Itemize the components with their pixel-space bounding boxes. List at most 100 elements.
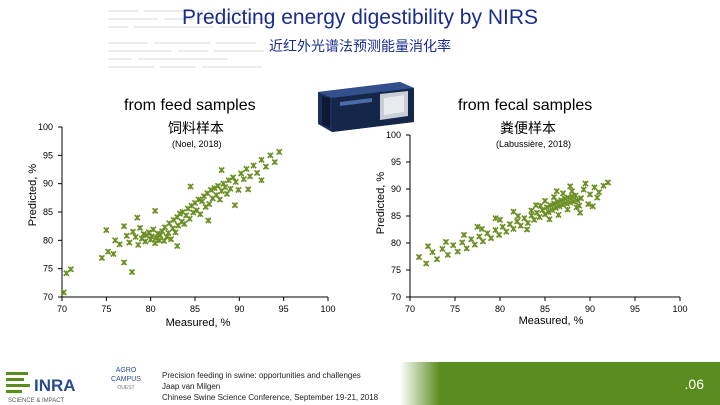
- footer-line-3: Chinese Swine Science Conference, Septem…: [162, 393, 379, 402]
- data-point: [536, 213, 543, 221]
- y-tick-label: 80: [391, 238, 401, 248]
- y-tick-label: 95: [43, 150, 53, 160]
- data-point: [552, 204, 559, 212]
- data-point: [221, 183, 229, 191]
- data-point: [174, 242, 181, 250]
- data-point: [454, 248, 461, 255]
- page-number: .06: [684, 376, 704, 392]
- data-point: [556, 203, 563, 210]
- data-point: [450, 241, 457, 249]
- x-tick-label: 100: [672, 304, 687, 314]
- footer-accent-bar: [420, 362, 720, 405]
- left-chart-source: (Noel, 2018): [172, 139, 222, 149]
- data-point: [232, 178, 239, 186]
- data-point: [524, 219, 532, 227]
- data-point: [151, 240, 159, 247]
- y-tick-label: 95: [391, 157, 401, 167]
- data-point: [533, 209, 541, 216]
- data-point: [262, 163, 270, 170]
- data-point: [460, 231, 468, 239]
- data-point: [521, 214, 528, 222]
- data-point: [589, 203, 596, 210]
- data-point: [135, 241, 142, 249]
- data-point: [547, 202, 554, 209]
- data-point: [528, 207, 535, 214]
- data-point: [463, 245, 470, 252]
- y-tick-label: 85: [391, 211, 401, 221]
- inra-logo-tagline: SCIENCE & IMPACT: [8, 398, 65, 404]
- data-point: [104, 248, 112, 255]
- data-point: [240, 175, 247, 183]
- data-point: [595, 189, 603, 196]
- data-point: [496, 216, 504, 223]
- data-point: [528, 212, 535, 219]
- data-point: [474, 223, 481, 230]
- data-point: [172, 229, 179, 236]
- data-point: [495, 231, 503, 239]
- data-point: [567, 183, 574, 190]
- data-point: [510, 225, 517, 233]
- data-point: [134, 214, 141, 221]
- left-chart-heading: from feed samples: [124, 97, 256, 114]
- x-tick-label: 95: [630, 304, 640, 314]
- data-point: [506, 220, 514, 228]
- x-tick-label: 80: [495, 304, 505, 314]
- x-tick-label: 95: [279, 304, 289, 314]
- x-axis-label: Measured, %: [519, 315, 584, 327]
- agrocampus-line3: OUEST: [117, 385, 135, 391]
- data-point: [479, 238, 487, 245]
- data-point: [429, 249, 436, 256]
- data-point: [253, 169, 261, 177]
- data-point: [541, 211, 549, 218]
- x-tick-label: 70: [57, 304, 67, 314]
- data-point: [492, 226, 499, 234]
- left-scatter-chart: 70 75 80 85 90 95 100 70 75 80 85 90 95 100 Measured, …: [27, 122, 336, 329]
- data-point: [258, 177, 265, 184]
- data-point: [190, 209, 197, 216]
- data-point: [110, 250, 117, 258]
- y-tick-label: 85: [43, 207, 53, 217]
- data-point: [459, 239, 466, 246]
- data-point: [231, 202, 239, 209]
- data-point: [227, 185, 234, 192]
- y-tick-label: 90: [43, 179, 53, 189]
- data-point: [205, 217, 212, 224]
- y-tick-label: 90: [391, 184, 401, 194]
- data-point: [545, 209, 552, 216]
- data-point: [582, 180, 589, 187]
- data-point: [207, 186, 215, 194]
- data-point: [206, 200, 213, 208]
- data-point: [197, 211, 204, 218]
- left-chart-heading-cn: 饲料样本: [168, 120, 224, 136]
- data-point: [550, 193, 558, 201]
- data-point: [211, 185, 218, 192]
- data-point: [195, 196, 202, 203]
- x-tick-label: 85: [190, 304, 200, 314]
- data-point: [600, 182, 607, 189]
- footer-text: Precision feeding in swine: opportunitie…: [162, 370, 378, 403]
- title-decoration: [108, 10, 270, 68]
- data-point: [517, 222, 524, 229]
- data-point: [103, 226, 110, 234]
- y-tick-label: 70: [391, 292, 401, 302]
- data-point: [120, 259, 128, 266]
- data-point: [123, 232, 130, 239]
- x-tick-label: 80: [146, 304, 156, 314]
- data-point: [271, 158, 278, 166]
- inra-logo: INRA SCIENCE & IMPACT: [4, 366, 92, 404]
- data-point: [484, 230, 491, 237]
- data-point: [424, 243, 432, 250]
- data-point: [198, 198, 206, 205]
- data-point: [67, 266, 75, 273]
- inra-logo-text: INRA: [34, 376, 76, 395]
- data-point: [503, 228, 510, 235]
- agrocampus-line1: AGRO: [115, 367, 137, 374]
- x-tick-label: 90: [234, 304, 244, 314]
- data-point: [237, 170, 245, 177]
- data-point: [216, 196, 223, 203]
- data-point: [267, 152, 274, 159]
- data-point: [245, 186, 252, 193]
- slide-subtitle: 近红外光谱法预测能量消化率: [269, 38, 451, 54]
- data-point: [129, 228, 137, 235]
- data-point: [549, 206, 556, 214]
